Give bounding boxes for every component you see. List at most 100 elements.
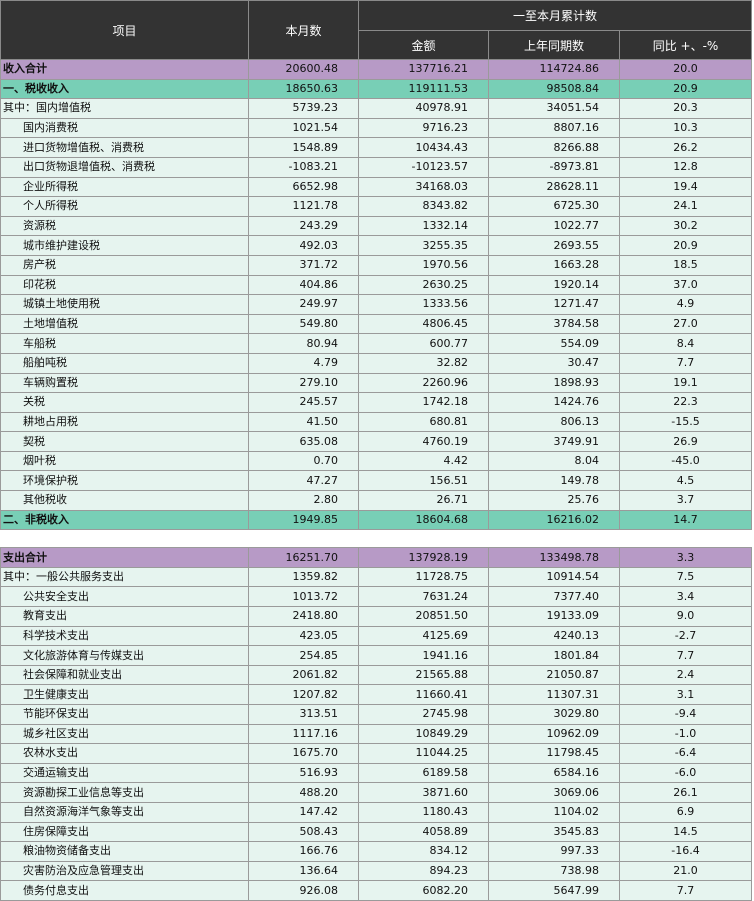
row-month-value: 492.03	[248, 235, 359, 256]
row-yoy-value: 21.0	[618, 860, 753, 882]
table-row: 国内消费税 1021.54 9716.23 8807.16 10.3	[0, 117, 753, 139]
row-amount-value: 2630.25	[358, 274, 489, 296]
row-last-year-value: 3784.58	[488, 313, 620, 335]
row-amount-value: 137716.21	[358, 59, 489, 80]
row-yoy-value: -15.5	[618, 411, 753, 433]
row-label: 灾害防治及应急管理支出	[0, 860, 249, 882]
row-label: 收入合计	[0, 59, 249, 80]
row-month-value: 80.94	[248, 333, 359, 354]
table-row: 收入合计 20600.48 137716.21 114724.86 20.0	[0, 59, 753, 80]
row-label: 一、税收收入	[0, 78, 249, 100]
row-amount-value: 4760.19	[358, 431, 489, 452]
table-row: 交通运输支出 516.93 6189.58 6584.16 -6.0	[0, 762, 753, 784]
table-row: 节能环保支出 313.51 2745.98 3029.80 -9.4	[0, 704, 753, 725]
row-label: 支出合计	[0, 547, 249, 568]
row-yoy-value: 20.9	[618, 78, 753, 100]
row-label: 教育支出	[0, 606, 249, 627]
row-label: 车辆购置税	[0, 372, 249, 394]
row-label: 二、非税收入	[0, 509, 249, 531]
row-month-value: 549.80	[248, 313, 359, 335]
row-last-year-value: 8.04	[488, 450, 620, 472]
row-amount-value: 40978.91	[358, 98, 489, 119]
row-yoy-value: 4.5	[618, 470, 753, 492]
row-month-value: 1013.72	[248, 586, 359, 608]
row-yoy-value: 22.3	[618, 392, 753, 413]
row-amount-value: 21565.88	[358, 664, 489, 686]
row-month-value: 254.85	[248, 645, 359, 666]
row-last-year-value: 738.98	[488, 860, 620, 882]
row-amount-value: -10123.57	[358, 156, 489, 178]
row-amount-value: 11044.25	[358, 743, 489, 764]
row-amount-value: 2260.96	[358, 372, 489, 394]
row-last-year-value: 1663.28	[488, 254, 620, 276]
row-month-value: 1359.82	[248, 566, 359, 588]
row-last-year-value: 21050.87	[488, 664, 620, 686]
row-yoy-value: -2.7	[618, 625, 753, 647]
row-last-year-value: 30.47	[488, 352, 620, 374]
row-month-value: 423.05	[248, 625, 359, 647]
table-row: 印花税 404.86 2630.25 1920.14 37.0	[0, 274, 753, 296]
row-yoy-value: -9.4	[618, 704, 753, 725]
table-row: 车辆购置税 279.10 2260.96 1898.93 19.1	[0, 372, 753, 394]
row-amount-value: 119111.53	[358, 78, 489, 100]
table-row: 其中：国内增值税 5739.23 40978.91 34051.54 20.3	[0, 98, 753, 119]
row-yoy-value: -6.4	[618, 743, 753, 764]
row-amount-value: 18604.68	[358, 509, 489, 531]
row-amount-value: 1180.43	[358, 801, 489, 823]
table-row: 公共安全支出 1013.72 7631.24 7377.40 3.4	[0, 586, 753, 608]
row-month-value: 18650.63	[248, 78, 359, 100]
row-label: 环境保护税	[0, 470, 249, 492]
table-row: 契税 635.08 4760.19 3749.91 26.9	[0, 431, 753, 452]
row-yoy-value: 6.9	[618, 801, 753, 823]
row-label: 粮油物资储备支出	[0, 841, 249, 862]
row-amount-value: 6189.58	[358, 762, 489, 784]
table-row: 进口货物增值税、消费税 1548.89 10434.43 8266.88 26.2	[0, 137, 753, 158]
table-row: 卫生健康支出 1207.82 11660.41 11307.31 3.1	[0, 684, 753, 705]
table-row: 土地增值税 549.80 4806.45 3784.58 27.0	[0, 313, 753, 335]
table-row: 城市维护建设税 492.03 3255.35 2693.55 20.9	[0, 235, 753, 256]
row-last-year-value: 3029.80	[488, 704, 620, 725]
row-label: 卫生健康支出	[0, 684, 249, 705]
row-last-year-value: 1424.76	[488, 392, 620, 413]
header-amount: 金额	[358, 30, 489, 60]
row-label: 烟叶税	[0, 450, 249, 472]
row-label: 资源勘探工业信息等支出	[0, 782, 249, 803]
row-last-year-value: 554.09	[488, 333, 620, 354]
row-last-year-value: 1920.14	[488, 274, 620, 296]
row-last-year-value: 997.33	[488, 841, 620, 862]
row-last-year-value: 4240.13	[488, 625, 620, 647]
row-yoy-value: 14.7	[618, 509, 753, 531]
row-amount-value: 1742.18	[358, 392, 489, 413]
row-amount-value: 7631.24	[358, 586, 489, 608]
row-last-year-value: 25.76	[488, 490, 620, 511]
row-yoy-value: 12.8	[618, 156, 753, 178]
header-last-year: 上年同期数	[488, 30, 620, 60]
row-month-value: 2418.80	[248, 606, 359, 627]
table-row: 城镇土地使用税 249.97 1333.56 1271.47 4.9	[0, 294, 753, 315]
row-yoy-value: -16.4	[618, 841, 753, 862]
row-yoy-value: -6.0	[618, 762, 753, 784]
row-label: 其中：国内增值税	[0, 98, 249, 119]
row-yoy-value: 10.3	[618, 117, 753, 139]
row-month-value: 488.20	[248, 782, 359, 803]
row-amount-value: 4125.69	[358, 625, 489, 647]
row-yoy-value: 26.2	[618, 137, 753, 158]
table-row: 个人所得税 1121.78 8343.82 6725.30 24.1	[0, 196, 753, 217]
row-label: 耕地占用税	[0, 411, 249, 433]
row-month-value: 47.27	[248, 470, 359, 492]
row-last-year-value: 3749.91	[488, 431, 620, 452]
header-cumulative: 一至本月累计数	[357, 0, 753, 31]
header-yoy: 同比 +、-%	[618, 30, 753, 60]
row-month-value: 0.70	[248, 450, 359, 472]
row-label: 其他税收	[0, 490, 249, 511]
row-label: 交通运输支出	[0, 762, 249, 784]
row-label: 国内消费税	[0, 117, 249, 139]
row-label: 自然资源海洋气象等支出	[0, 801, 249, 823]
table-row: 二、非税收入 1949.85 18604.68 16216.02 14.7	[0, 509, 753, 531]
row-amount-value: 10849.29	[358, 723, 489, 745]
row-month-value: 166.76	[248, 841, 359, 862]
row-month-value: 1021.54	[248, 117, 359, 139]
row-last-year-value: 7377.40	[488, 586, 620, 608]
row-last-year-value: 1022.77	[488, 215, 620, 237]
